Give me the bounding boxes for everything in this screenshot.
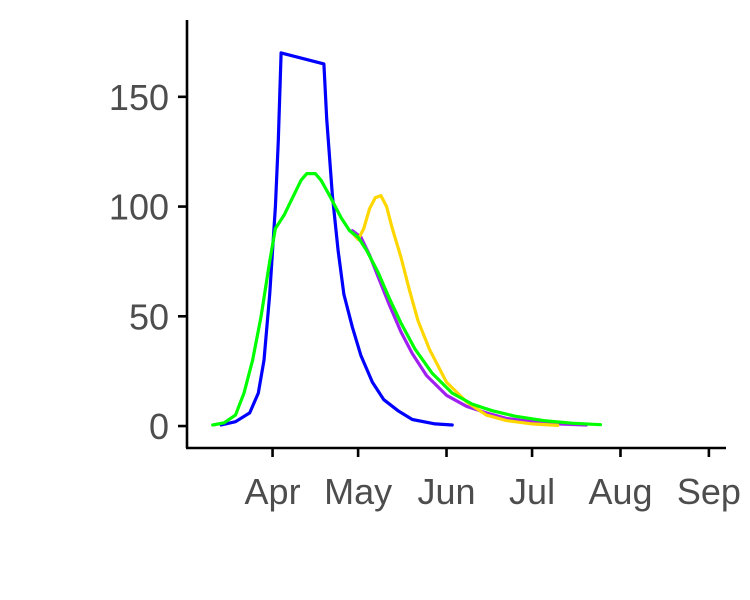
series-line-3 xyxy=(350,194,560,427)
series-line-2 xyxy=(350,229,588,427)
y-tick-label: 50 xyxy=(129,296,169,337)
series-line-4 xyxy=(211,172,603,427)
y-axis-ticks: 0 50 100 150 xyxy=(109,77,187,447)
x-tick-label: Jul xyxy=(509,471,555,512)
x-tick-label: May xyxy=(324,471,392,512)
x-tick-label: Jun xyxy=(417,471,475,512)
x-tick-label: Aug xyxy=(588,471,652,512)
y-tick-label: 100 xyxy=(109,187,169,228)
series-layer xyxy=(211,51,603,427)
x-tick-label: Sep xyxy=(677,471,741,512)
x-axis-ticks: Apr May Jun Jul Aug Sep xyxy=(245,448,741,512)
y-tick-label: 150 xyxy=(109,77,169,118)
y-tick-label: 0 xyxy=(149,406,169,447)
series-line-1 xyxy=(219,51,454,427)
x-tick-label: Apr xyxy=(245,471,301,512)
